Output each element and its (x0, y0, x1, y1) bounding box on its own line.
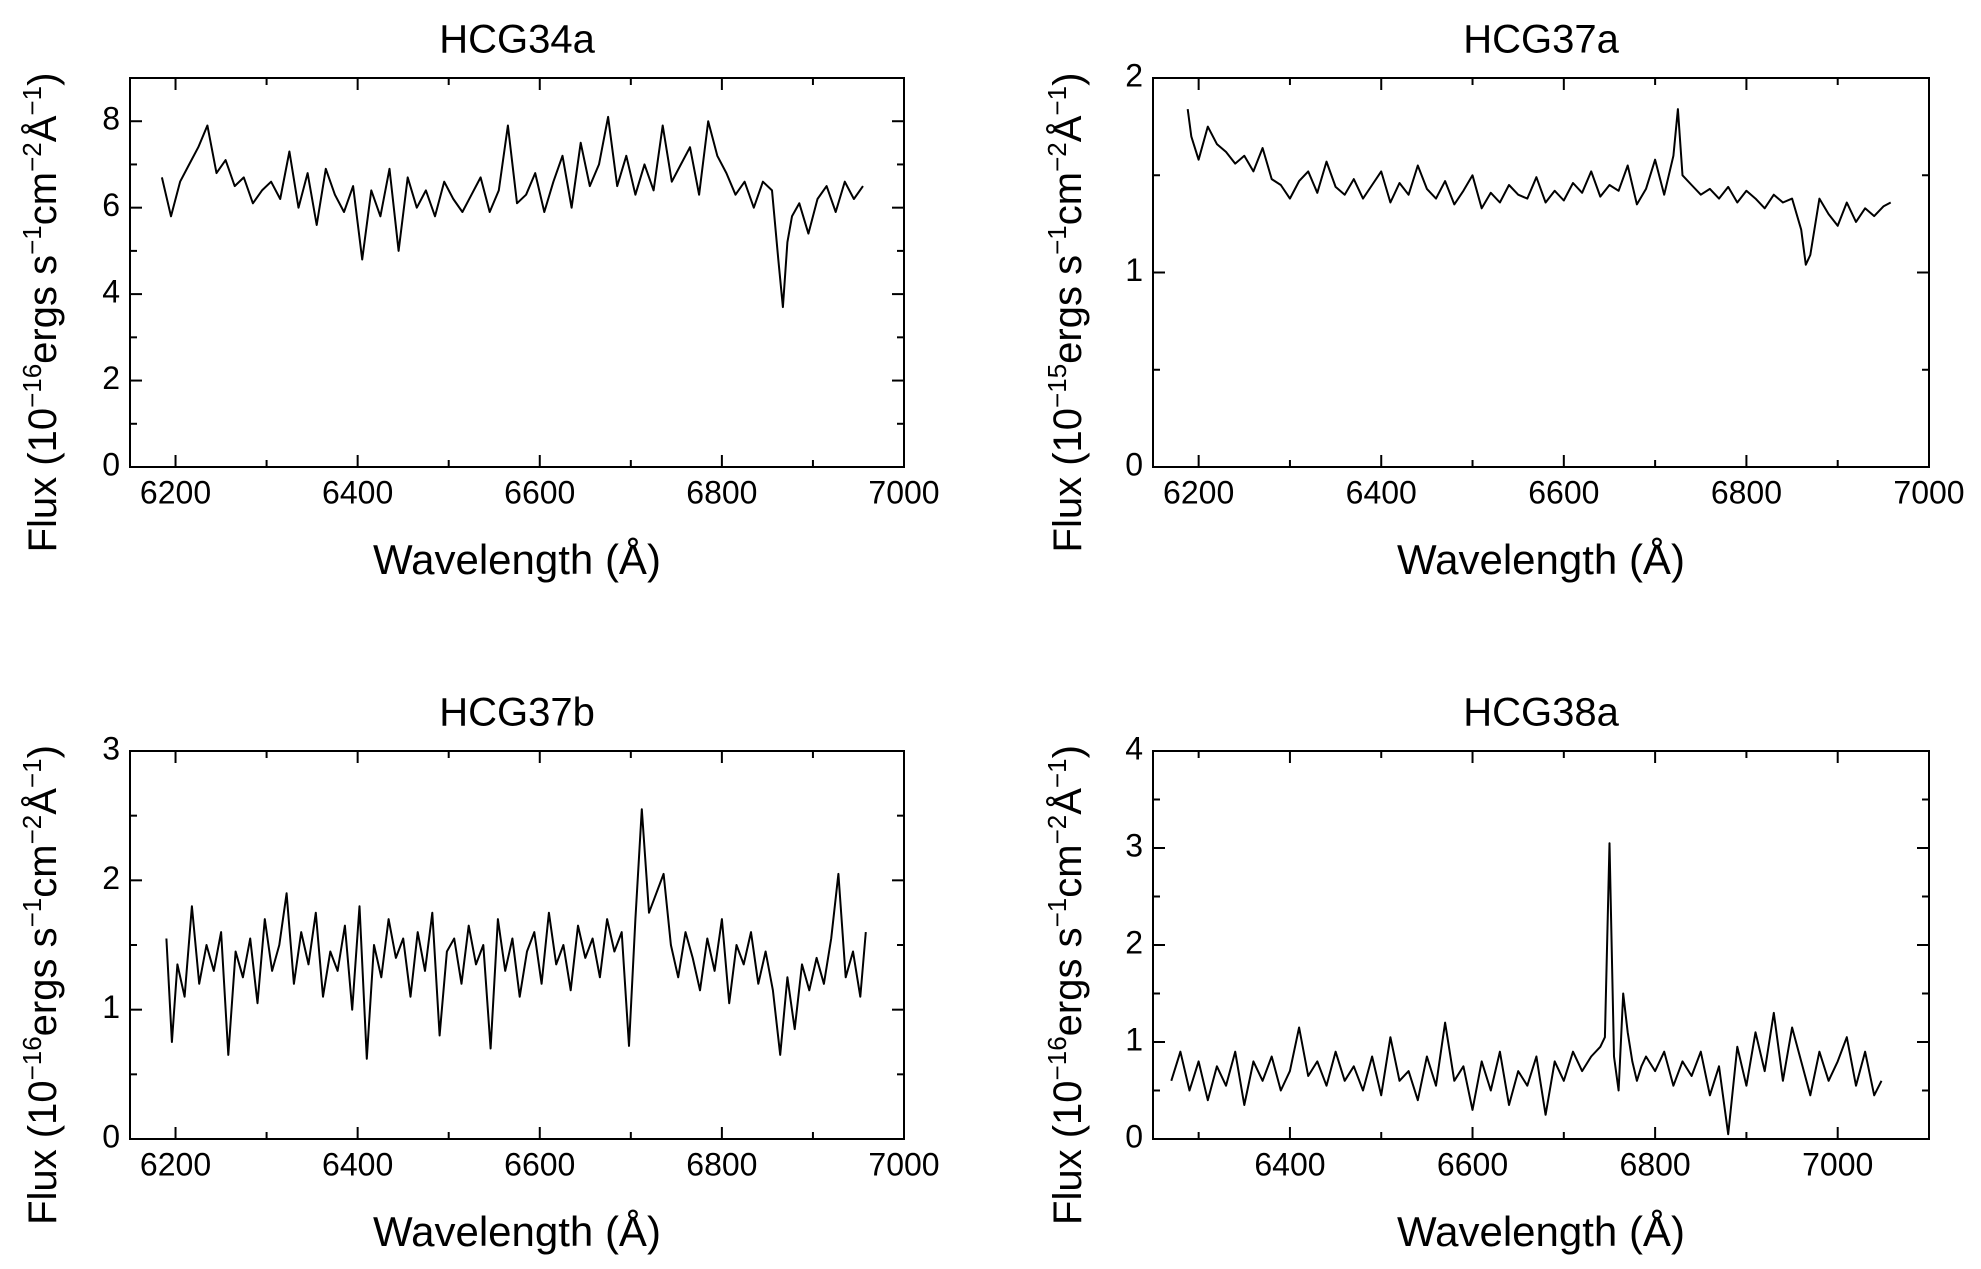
y-label-superscript: −16 (1042, 1036, 1072, 1080)
x-tick-label: 6400 (322, 1146, 393, 1182)
y-tick-label: 3 (102, 730, 120, 766)
y-axis-label: Flux (10−16ergs s−1cm−2Å−1) (17, 73, 64, 553)
y-label-superscript: −1 (1042, 225, 1072, 255)
y-tick-label: 0 (1125, 446, 1143, 482)
y-tick-label: 6 (102, 187, 120, 223)
y-label-part: ergs s (21, 927, 65, 1036)
y-label-part: Å (20, 115, 65, 142)
y-label-part: Flux (10 (21, 1080, 65, 1225)
x-tick-label: 7000 (1802, 1146, 1873, 1182)
y-label-superscript: −1 (17, 898, 47, 928)
y-label-part: ergs s (1046, 255, 1090, 364)
x-tick-label: 6800 (1711, 474, 1782, 510)
y-label-superscript: −1 (17, 758, 47, 788)
y-label-superscript: −16 (17, 364, 47, 408)
y-label-part: Å (1045, 115, 1090, 142)
y-label-superscript: −2 (17, 142, 47, 172)
x-tick-label: 6600 (504, 474, 575, 510)
x-tick-label: 6600 (1437, 1146, 1508, 1182)
y-tick-label: 1 (1125, 1021, 1143, 1057)
x-tick-label: 6800 (686, 1146, 757, 1182)
x-tick-label: 6600 (1528, 474, 1599, 510)
x-tick-label: 6200 (1163, 474, 1234, 510)
y-label-part: cm (1046, 172, 1090, 225)
y-label-superscript: −1 (17, 225, 47, 255)
y-label-part: ergs s (21, 255, 65, 364)
y-tick-label: 2 (1125, 924, 1143, 960)
y-tick-label: 0 (1125, 1118, 1143, 1154)
y-tick-label: 8 (102, 101, 120, 137)
y-tick-label: 4 (1125, 730, 1143, 766)
y-label-part: Flux (10 (1046, 408, 1090, 553)
y-label-superscript: −1 (1042, 898, 1072, 928)
y-tick-label: 2 (102, 860, 120, 896)
y-label-part: cm (21, 172, 65, 225)
y-label-part: cm (1046, 844, 1090, 897)
y-label-part: ) (21, 745, 65, 758)
x-axis-label: Wavelength (Å) (373, 536, 661, 583)
y-label-part: cm (21, 844, 65, 897)
x-axis-label: Wavelength (Å) (1397, 536, 1685, 583)
y-label-part: ) (21, 73, 65, 86)
y-label-superscript: −1 (1042, 758, 1072, 788)
y-label-part: Flux (10 (21, 408, 65, 553)
plot-frame (129, 77, 905, 468)
chart-title: HCG37a (1463, 18, 1619, 62)
y-tick-label: 1 (102, 989, 120, 1025)
x-tick-label: 6600 (504, 1146, 575, 1182)
chart-panel-2: HCG37a 6200 6400 6600 6800 7000 0 1 2 Wavelength … (1042, 18, 1964, 584)
x-axis-label: Wavelength (Å) (1397, 1208, 1685, 1255)
y-tick-label: 0 (102, 446, 120, 482)
x-tick-label: 6400 (1254, 1146, 1325, 1182)
plot-frame (1152, 77, 1930, 468)
spectrum-line (165, 808, 867, 1060)
spectrum-line (160, 115, 864, 309)
x-tick-label: 6800 (1620, 1146, 1691, 1182)
chart-panel-3: HCG37b 6200 6400 6600 6800 7000 0 1 2 3 Wavelength… (17, 691, 939, 1256)
y-label-superscript: −2 (1042, 815, 1072, 845)
y-tick-label: 0 (102, 1118, 120, 1154)
x-tick-label: 6800 (686, 474, 757, 510)
x-axis-label: Wavelength (Å) (373, 1208, 661, 1255)
spectrum-line (1170, 842, 1883, 1136)
y-axis-label: Flux (10−15ergs s−1cm−2Å−1) (1042, 73, 1089, 553)
y-tick-label: 2 (1125, 57, 1143, 93)
y-axis-label: Flux (10−16ergs s−1cm−2Å−1) (17, 745, 64, 1225)
x-tick-label: 6200 (140, 1146, 211, 1182)
y-label-superscript: −15 (1042, 364, 1072, 408)
spectrum-line (1186, 108, 1892, 266)
y-label-superscript: −1 (17, 86, 47, 116)
y-label-part: ) (1046, 73, 1090, 86)
x-tick-label: 6400 (1346, 474, 1417, 510)
chart-panel-4: HCG38a 6400 6600 6800 7000 0 1 2 3 4 Wavelength (Å… (1042, 691, 1930, 1255)
y-label-superscript: −2 (17, 815, 47, 845)
y-label-superscript: −2 (1042, 142, 1072, 172)
chart-title: HCG34a (439, 18, 595, 62)
y-label-part: Å (1045, 788, 1090, 815)
chart-title: HCG37b (439, 691, 595, 735)
y-label-superscript: −16 (17, 1036, 47, 1080)
y-axis-label: Flux (10−16ergs s−1cm−2Å−1) (1042, 745, 1089, 1225)
y-label-part: ) (1046, 745, 1090, 758)
y-label-superscript: −1 (1042, 86, 1072, 116)
chart-title: HCG38a (1463, 691, 1619, 735)
y-tick-label: 3 (1125, 827, 1143, 863)
y-label-part: Flux (10 (1046, 1080, 1090, 1225)
y-tick-label: 4 (102, 274, 120, 310)
y-tick-label: 1 (1125, 252, 1143, 288)
x-tick-label: 7000 (868, 1146, 939, 1182)
x-tick-label: 6400 (322, 474, 393, 510)
y-tick-label: 2 (102, 360, 120, 396)
x-tick-label: 6200 (140, 474, 211, 510)
y-label-part: ergs s (1046, 927, 1090, 1036)
plot-frame (129, 750, 905, 1140)
y-label-part: Å (20, 788, 65, 815)
x-tick-label: 7000 (1893, 474, 1964, 510)
x-tick-label: 7000 (868, 474, 939, 510)
chart-panel-1: HCG34a 6200 6400 6600 6800 7000 0 2 4 6 8 Wavelengt… (17, 18, 939, 584)
